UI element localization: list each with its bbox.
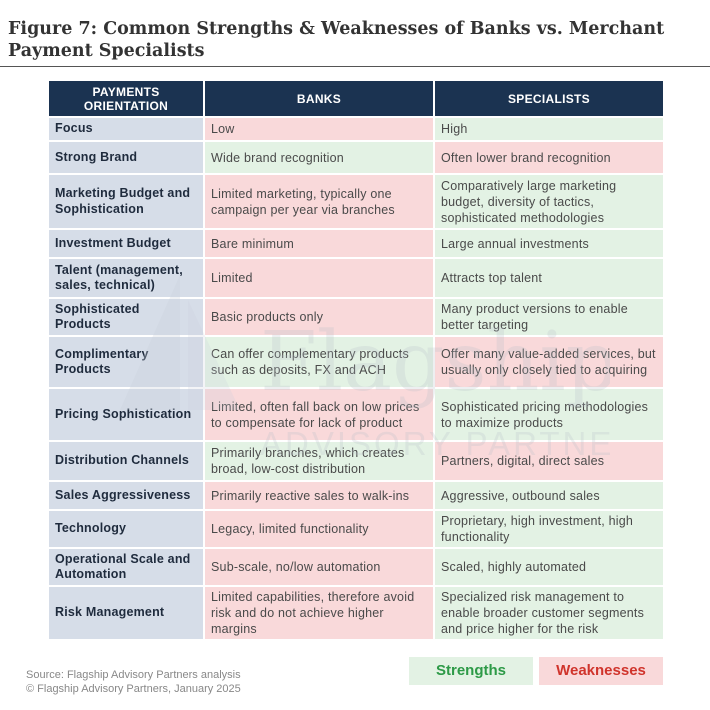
table-row: Risk Management Limited capabilities, th… xyxy=(49,587,663,639)
row-label: Distribution Channels xyxy=(49,442,203,480)
row-label: Sales Aggressiveness xyxy=(49,482,203,509)
footer: Source: Flagship Advisory Partners analy… xyxy=(26,668,241,696)
banks-cell: Primarily reactive sales to walk-ins xyxy=(205,482,433,509)
table-row: Sophisticated Products Basic products on… xyxy=(49,299,663,335)
specialists-cell: Proprietary, high investment, high funct… xyxy=(435,511,663,547)
table-header-row: PAYMENTS ORIENTATION BANKS SPECIALISTS xyxy=(49,81,663,116)
banks-cell: Primarily branches, which creates broad,… xyxy=(205,442,433,480)
banks-cell: Wide brand recognition xyxy=(205,142,433,173)
specialists-cell: Aggressive, outbound sales xyxy=(435,482,663,509)
legend-weaknesses: Weaknesses xyxy=(539,657,663,685)
table-row: Distribution Channels Primarily branches… xyxy=(49,442,663,480)
specialists-cell: Sophisticated pricing methodologies to m… xyxy=(435,389,663,440)
table-row: Pricing Sophistication Limited, often fa… xyxy=(49,389,663,440)
banks-cell: Legacy, limited functionality xyxy=(205,511,433,547)
banks-cell: Limited, often fall back on low prices t… xyxy=(205,389,433,440)
specialists-cell: Comparatively large marketing budget, di… xyxy=(435,175,663,228)
table-row: Sales Aggressiveness Primarily reactive … xyxy=(49,482,663,509)
header-banks: BANKS xyxy=(205,81,433,116)
banks-cell: Low xyxy=(205,118,433,140)
specialists-cell: Attracts top talent xyxy=(435,259,663,297)
table-row: Investment Budget Bare minimum Large ann… xyxy=(49,230,663,257)
specialists-cell: Many product versions to enable better t… xyxy=(435,299,663,335)
specialists-cell: Partners, digital, direct sales xyxy=(435,442,663,480)
figure-title: Figure 7: Common Strengths & Weaknesses … xyxy=(8,19,665,61)
row-label: Operational Scale and Automation xyxy=(49,549,203,585)
specialists-cell: Often lower brand recognition xyxy=(435,142,663,173)
row-label: Risk Management xyxy=(49,587,203,639)
row-label: Marketing Budget and Sophistication xyxy=(49,175,203,228)
row-label: Talent (management, sales, technical) xyxy=(49,259,203,297)
specialists-cell: Large annual investments xyxy=(435,230,663,257)
specialists-cell: Scaled, highly automated xyxy=(435,549,663,585)
row-label: Pricing Sophistication xyxy=(49,389,203,440)
table-row: Complimentary Products Can offer complem… xyxy=(49,337,663,387)
row-label: Focus xyxy=(49,118,203,140)
row-label: Strong Brand xyxy=(49,142,203,173)
table-row: Marketing Budget and Sophistication Limi… xyxy=(49,175,663,228)
banks-cell: Limited capabilities, therefore avoid ri… xyxy=(205,587,433,639)
table-row: Technology Legacy, limited functionality… xyxy=(49,511,663,547)
header-payments-orientation: PAYMENTS ORIENTATION xyxy=(49,81,203,116)
title-divider xyxy=(0,66,710,67)
table-row: Talent (management, sales, technical) Li… xyxy=(49,259,663,297)
comparison-table: PAYMENTS ORIENTATION BANKS SPECIALISTS F… xyxy=(47,79,665,641)
banks-cell: Basic products only xyxy=(205,299,433,335)
specialists-cell: Specialized risk management to enable br… xyxy=(435,587,663,639)
source-note: Source: Flagship Advisory Partners analy… xyxy=(26,669,241,681)
row-label: Sophisticated Products xyxy=(49,299,203,335)
header-specialists: SPECIALISTS xyxy=(435,81,663,116)
table-row: Operational Scale and Automation Sub-sca… xyxy=(49,549,663,585)
row-label: Investment Budget xyxy=(49,230,203,257)
specialists-cell: Offer many value-added services, but usu… xyxy=(435,337,663,387)
banks-cell: Limited xyxy=(205,259,433,297)
banks-cell: Sub-scale, no/low automation xyxy=(205,549,433,585)
specialists-cell: High xyxy=(435,118,663,140)
banks-cell: Limited marketing, typically one campaig… xyxy=(205,175,433,228)
row-label: Complimentary Products xyxy=(49,337,203,387)
table-row: Strong Brand Wide brand recognition Ofte… xyxy=(49,142,663,173)
banks-cell: Can offer complementary products such as… xyxy=(205,337,433,387)
row-label: Technology xyxy=(49,511,203,547)
table-row: Focus Low High xyxy=(49,118,663,140)
banks-cell: Bare minimum xyxy=(205,230,433,257)
legend-strengths: Strengths xyxy=(409,657,533,685)
copyright-note: © Flagship Advisory Partners, January 20… xyxy=(26,683,241,695)
